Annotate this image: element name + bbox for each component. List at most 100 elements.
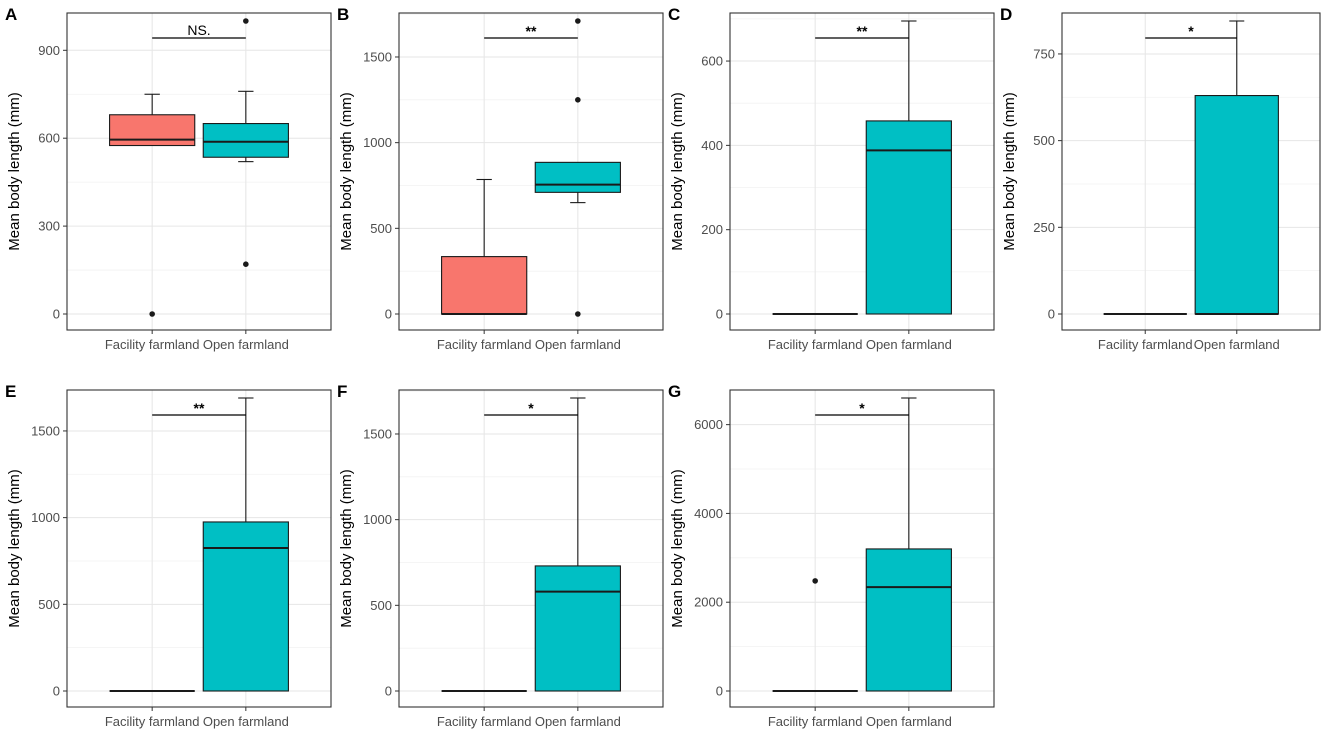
x-tick-label: Facility farmland: [437, 714, 532, 729]
panel-label: G: [668, 382, 681, 401]
significance-label: *: [528, 400, 534, 416]
panel-background: [1062, 13, 1320, 330]
y-tick-label: 300: [38, 219, 60, 234]
x-tick-label: Facility farmland: [437, 337, 532, 352]
box-body: [1194, 95, 1279, 315]
significance-label: **: [194, 400, 205, 416]
outlier-point: [243, 261, 249, 267]
significance-label: *: [1188, 23, 1194, 39]
y-tick-label: 2000: [694, 595, 723, 610]
y-tick-label: 1000: [363, 135, 392, 150]
box-open-farmland: [865, 397, 952, 692]
y-tick-label: 500: [370, 221, 392, 236]
panel-b: 0 500 1000 1500 Facility farmland Open farmla…: [337, 5, 664, 352]
y-tick-label: 0: [716, 684, 723, 699]
y-axis-label: Mean body length (mm): [6, 92, 23, 250]
y-axis-label: Mean body length (mm): [338, 92, 355, 250]
x-tick-label: Open farmland: [203, 714, 289, 729]
x-tick-label: Facility farmland: [105, 337, 200, 352]
y-axis-label: Mean body length (mm): [6, 469, 23, 627]
panel-e: 0 500 1000 1500 Facility farmland Open farmla…: [5, 382, 332, 729]
panel-border: [66, 389, 332, 708]
panel-label: E: [5, 382, 16, 401]
y-tick-label: 0: [385, 684, 392, 699]
y-tick-label: 1500: [363, 426, 392, 441]
y-tick-label: 600: [701, 54, 723, 69]
y-tick-label: 0: [53, 684, 60, 699]
panel-border: [1061, 12, 1321, 331]
x-tick-label: Facility farmland: [1098, 337, 1193, 352]
outlier-point: [812, 578, 818, 584]
panel-background: [67, 390, 331, 707]
panel-border: [66, 12, 332, 331]
box-open-farmland: [865, 20, 952, 315]
outlier-point: [243, 18, 249, 24]
panel-label: F: [337, 382, 347, 401]
significance-label: *: [859, 400, 865, 416]
y-tick-label: 200: [701, 222, 723, 237]
panel-background: [67, 13, 331, 330]
box-facility-farmland: [441, 178, 528, 315]
x-tick-label: Open farmland: [1194, 337, 1280, 352]
panel-label: B: [337, 5, 349, 24]
box-body: [202, 123, 289, 158]
x-tick-label: Facility farmland: [768, 714, 863, 729]
panel-a: 0 300 600 900 Facility farmland Open farmland…: [5, 5, 332, 352]
y-tick-label: 0: [385, 307, 392, 322]
box-body: [109, 114, 196, 147]
panel-border: [398, 389, 664, 708]
box-facility-farmland: [772, 578, 858, 692]
box-body: [441, 256, 528, 315]
y-tick-label: 1000: [31, 510, 60, 525]
panel-c: 0 200 400 600 Facility farmland Open farmland…: [668, 5, 995, 352]
panel-label: A: [5, 5, 17, 24]
y-axis-label: Mean body length (mm): [669, 469, 686, 627]
box-open-farmland: [534, 18, 621, 317]
box-body: [865, 120, 952, 315]
x-tick-label: Open farmland: [866, 714, 952, 729]
y-tick-label: 6000: [694, 417, 723, 432]
box-body: [202, 521, 289, 692]
y-tick-label: 4000: [694, 506, 723, 521]
y-tick-label: 1500: [363, 49, 392, 64]
panel-f: 0 500 1000 1500 Facility farmland Open farmla…: [337, 382, 664, 729]
y-tick-label: 0: [1048, 307, 1055, 322]
x-tick-label: Open farmland: [866, 337, 952, 352]
y-tick-label: 500: [1033, 133, 1055, 148]
box-open-farmland: [202, 397, 289, 692]
y-tick-label: 400: [701, 138, 723, 153]
y-tick-label: 250: [1033, 220, 1055, 235]
panel-label: C: [668, 5, 680, 24]
panel-d: 0 250 500 750 Facility farmland Open farmland…: [1000, 5, 1321, 352]
box-open-farmland: [202, 18, 289, 267]
y-tick-label: 1000: [363, 512, 392, 527]
panel-border: [729, 12, 995, 331]
panel-background: [399, 390, 663, 707]
x-tick-label: Open farmland: [203, 337, 289, 352]
panel-label: D: [1000, 5, 1012, 24]
significance-label: **: [857, 23, 868, 39]
y-tick-label: 0: [53, 307, 60, 322]
y-axis-label: Mean body length (mm): [1001, 92, 1018, 250]
y-tick-label: 0: [716, 307, 723, 322]
y-axis-label: Mean body length (mm): [338, 469, 355, 627]
y-tick-label: 1500: [31, 423, 60, 438]
y-tick-label: 900: [38, 43, 60, 58]
outlier-point: [149, 311, 155, 317]
box-open-farmland: [534, 397, 621, 692]
y-tick-label: 500: [38, 597, 60, 612]
significance-label: NS.: [187, 22, 210, 38]
x-tick-label: Open farmland: [535, 714, 621, 729]
significance-label: **: [526, 23, 537, 39]
outlier-point: [575, 18, 581, 24]
panel-border: [729, 389, 995, 708]
x-tick-label: Open farmland: [535, 337, 621, 352]
panel-background: [399, 13, 663, 330]
y-tick-label: 500: [370, 598, 392, 613]
panel-border: [398, 12, 664, 331]
x-tick-label: Facility farmland: [105, 714, 200, 729]
box-open-farmland: [1194, 20, 1279, 315]
y-axis-label: Mean body length (mm): [669, 92, 686, 250]
box-body: [534, 565, 621, 692]
